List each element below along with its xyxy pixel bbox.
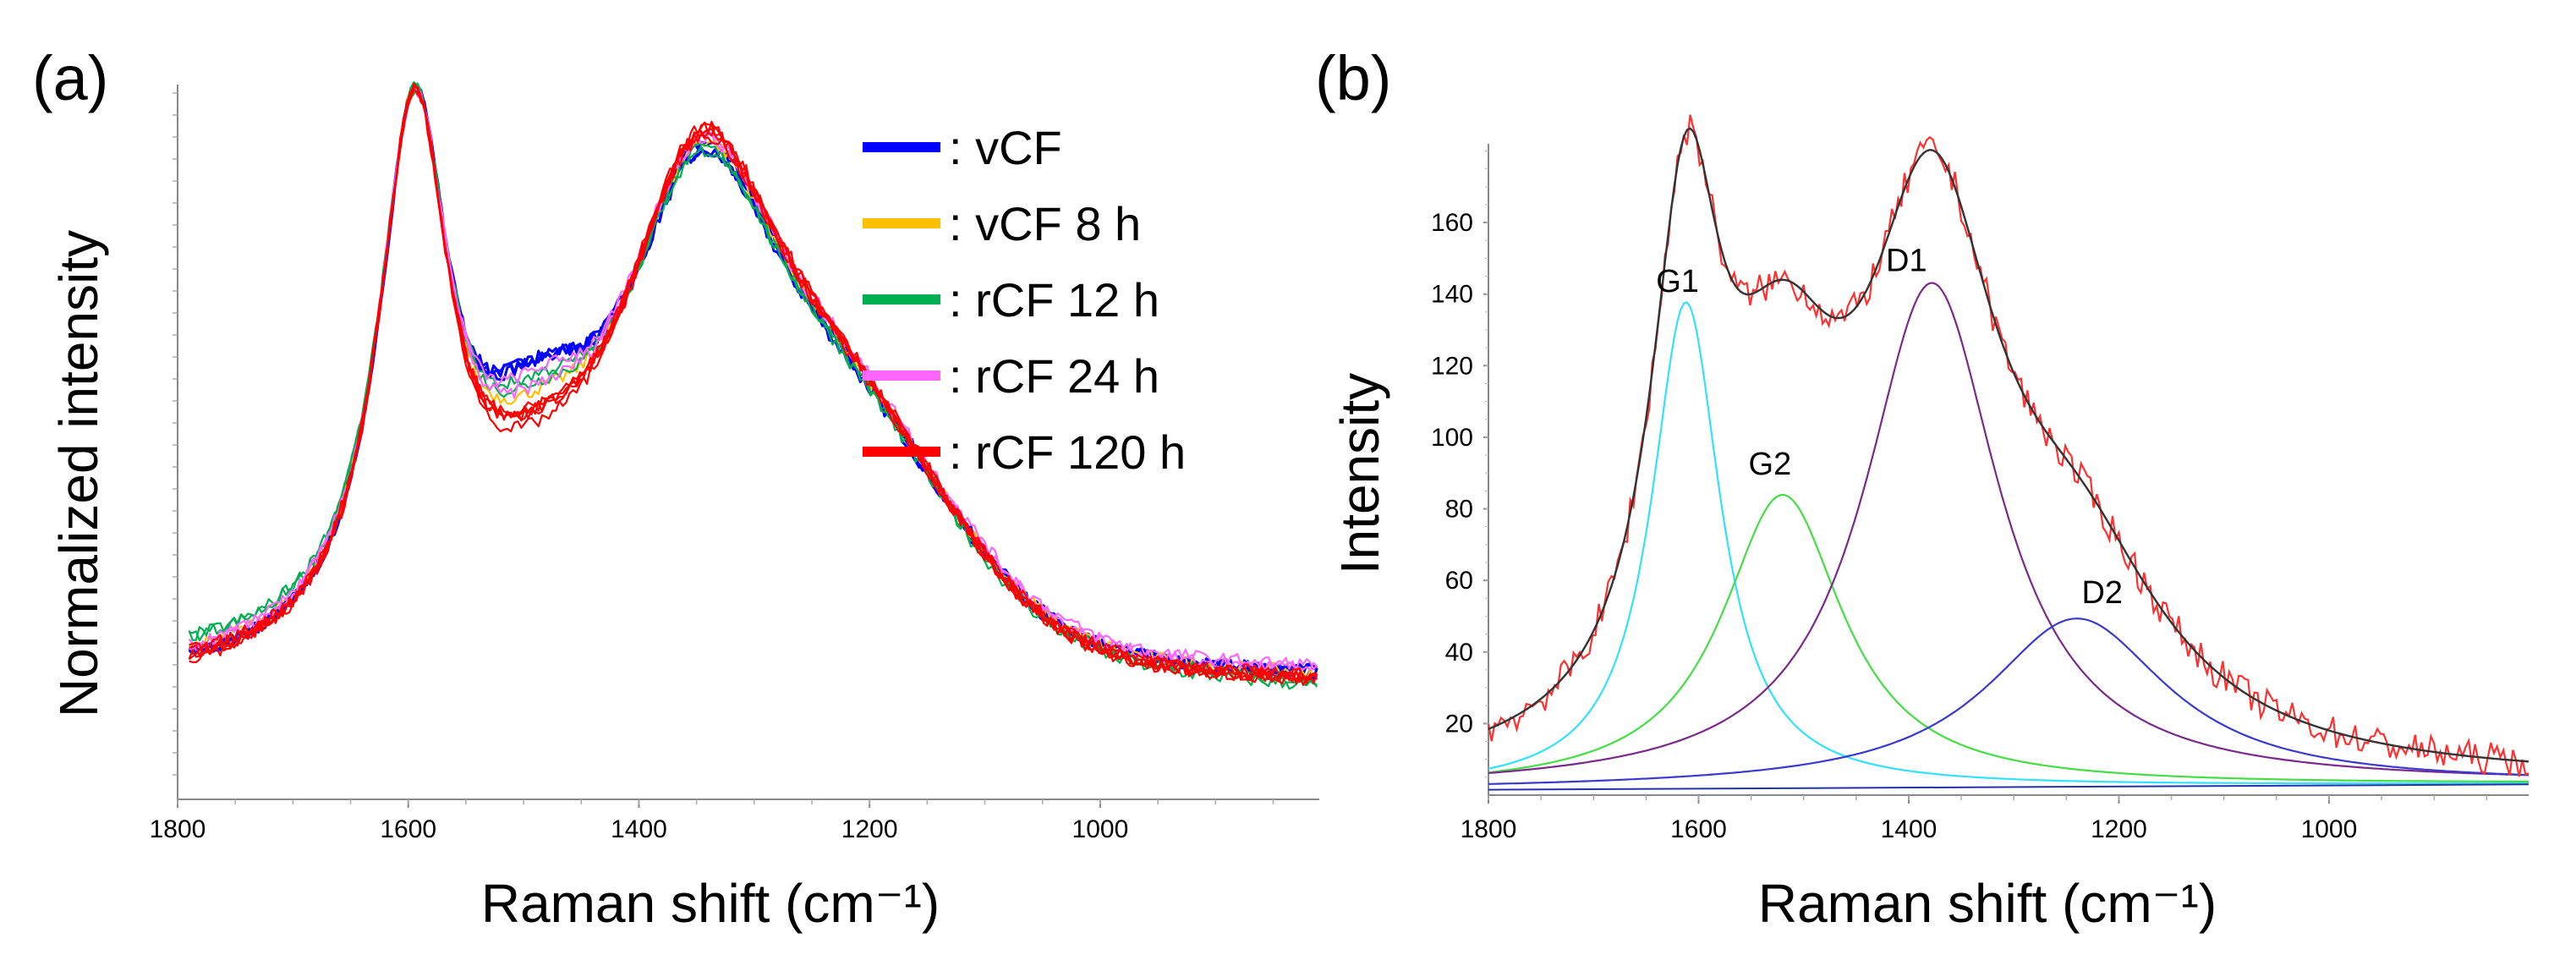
- panel-b-x-tick-label: 1800: [1461, 815, 1517, 843]
- legend-label-rcf-120h: : rCF 120 h: [949, 425, 1186, 479]
- panel-a-series: [188, 81, 1318, 690]
- panel-b-y-tick-label: 80: [1445, 496, 1473, 524]
- panel-b: (b) Intensity Raman shift (cm⁻¹) 1800 160…: [1315, 43, 2529, 934]
- panel-b-component-d2: [1488, 617, 2529, 785]
- panel-b-series: [1487, 114, 2529, 791]
- panel-b-y-tick-label: 160: [1431, 209, 1473, 237]
- panel-b-fit-curve: [1488, 127, 2529, 763]
- panel-a-x-tick-label: 1600: [380, 815, 436, 843]
- panel-a-x-tick-label: 1200: [841, 815, 898, 843]
- panel-a-series-rcf-120-h: [188, 85, 1318, 682]
- panel-b-component-g1: [1488, 301, 2529, 785]
- panel-a-x-axis-title: Raman shift (cm⁻¹): [481, 873, 940, 934]
- panel-b-peak-label-g1: G1: [1656, 264, 1699, 299]
- panel-b-component-g2: [1488, 493, 2529, 783]
- panel-b-baseline: [1488, 783, 2529, 791]
- legend-label-rcf-24h: : rCF 24 h: [949, 349, 1159, 403]
- legend-label-vcf: : vCF: [949, 121, 1062, 174]
- panel-b-y-axis-title: Intensity: [1329, 373, 1390, 574]
- panel-b-x-tick-label: 1400: [1881, 815, 1937, 843]
- panel-b-y-tick-label: 60: [1445, 567, 1473, 595]
- panel-b-x-tick-label: 1000: [2301, 815, 2358, 843]
- panel-b-peak-label-d1: D1: [1886, 243, 1927, 278]
- panel-b-y-ticks: 20 40 60 80 100 120 140 160: [1431, 150, 1488, 778]
- panel-b-x-tick-label: 1600: [1670, 815, 1727, 843]
- panel-a-x-ticks: 1800 1600 1400 1200 1000: [150, 799, 1274, 843]
- panel-a-legend: : vCF : vCF 8 h : rCF 12 h : rCF 24 h : …: [863, 121, 1186, 479]
- panel-b-y-tick-label: 140: [1431, 281, 1473, 309]
- panel-b-x-ticks: 1800 1600 1400 1200 1000: [1461, 795, 2488, 843]
- panel-b-y-tick-label: 40: [1445, 639, 1473, 667]
- legend-label-vcf-8h: : vCF 8 h: [949, 197, 1141, 250]
- panel-a-x-tick-label: 1000: [1072, 815, 1129, 843]
- panel-b-peak-label-g2: G2: [1749, 447, 1792, 482]
- panel-a: (a) Normalized intensity Raman shift (cm…: [32, 43, 1319, 934]
- legend-label-rcf-12h: : rCF 12 h: [949, 273, 1159, 327]
- panel-b-y-tick-label: 20: [1445, 710, 1473, 738]
- panel-b-measured-spectrum: [1487, 114, 2529, 777]
- panel-a-y-axis-title: Normalized intensity: [48, 230, 109, 717]
- panel-b-y-tick-label: 100: [1431, 424, 1473, 452]
- panel-b-y-tick-label: 120: [1431, 352, 1473, 380]
- panel-a-label: (a): [32, 43, 108, 113]
- panel-a-y-minor-ticks: [173, 92, 178, 776]
- panel-a-x-tick-label: 1400: [611, 815, 667, 843]
- panel-b-x-tick-label: 1200: [2091, 815, 2147, 843]
- panel-b-label: (b): [1315, 43, 1391, 113]
- panel-b-component-d1: [1488, 282, 2529, 777]
- panel-a-x-tick-label: 1800: [150, 815, 206, 843]
- panel-b-x-axis-title: Raman shift (cm⁻¹): [1758, 873, 2217, 934]
- panel-b-peak-label-d2: D2: [2081, 575, 2123, 611]
- panel-b-peak-labels: G1 G2 D1 D2: [1656, 243, 2123, 611]
